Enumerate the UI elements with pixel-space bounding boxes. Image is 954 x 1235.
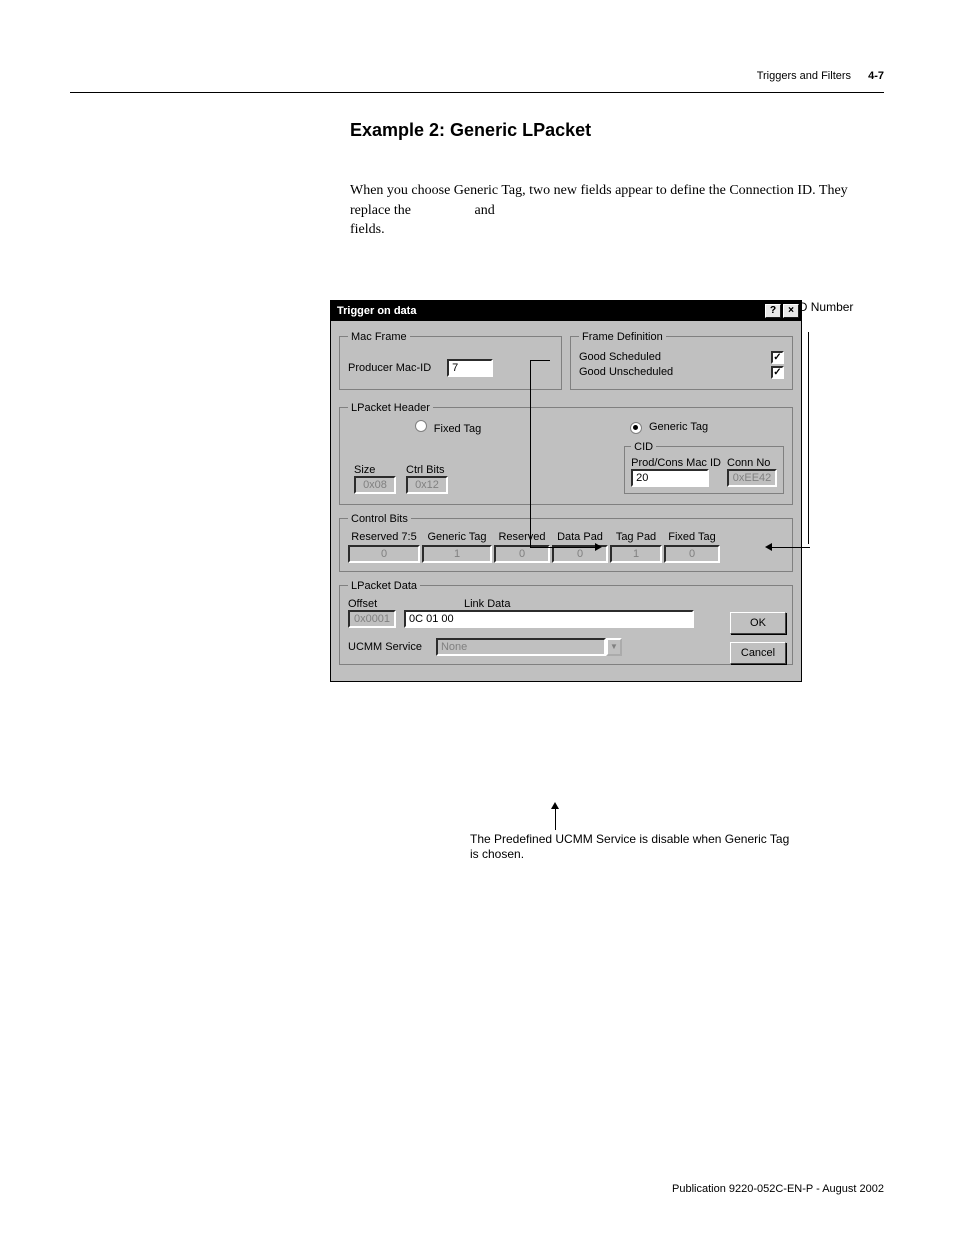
good-scheduled-checkbox[interactable]: ✓: [771, 351, 784, 364]
fixed-tag-radio[interactable]: [415, 420, 427, 432]
offset-label: Offset: [348, 598, 396, 610]
good-unscheduled-checkbox[interactable]: ✓: [771, 366, 784, 379]
generic-tag-radio[interactable]: [630, 422, 642, 434]
ucmm-service-select: None: [436, 638, 606, 656]
body-paragraph: When you choose Generic Tag, two new fie…: [350, 181, 884, 240]
good-unscheduled-label: Good Unscheduled: [579, 366, 673, 378]
dialog-title: Trigger on data: [337, 305, 763, 317]
control-bits-group: Control Bits Reserved 7:5 Generic Tag Re…: [339, 513, 793, 572]
cb-col-4: Tag Pad: [610, 531, 662, 543]
annotation-bottom: The Predefined UCMM Service is disable w…: [470, 832, 790, 863]
link-data-label: Link Data: [464, 598, 694, 610]
ok-button[interactable]: OK: [730, 612, 786, 634]
producer-mac-id-input[interactable]: 7: [447, 359, 493, 377]
cb-col-2: Reserved: [494, 531, 550, 543]
prodcons-mac-id-label: Prod/Cons Mac ID: [631, 457, 721, 469]
cb-val-4: 1: [610, 545, 662, 563]
producer-mac-id-label: Producer Mac-ID: [348, 362, 431, 374]
ctrl-bits-field: 0x12: [406, 476, 448, 494]
size-label: Size: [354, 464, 396, 476]
cb-col-1: Generic Tag: [422, 531, 492, 543]
cancel-button[interactable]: Cancel: [730, 642, 786, 664]
link-data-input[interactable]: 0C 01 00: [404, 610, 694, 628]
frame-definition-group: Frame Definition Good Scheduled ✓ Good U…: [570, 331, 793, 390]
cb-val-0: 0: [348, 545, 420, 563]
ucmm-service-label: UCMM Service: [348, 641, 422, 653]
header-rule: [70, 92, 884, 93]
close-button[interactable]: ×: [783, 304, 799, 318]
size-field: 0x08: [354, 476, 396, 494]
page-header: Triggers and Filters 4-7: [757, 70, 884, 82]
conn-no-field: 0xEE42: [727, 469, 777, 487]
section-name: Triggers and Filters: [757, 70, 851, 82]
ctrl-bits-label: Ctrl Bits: [406, 464, 448, 476]
page-number: 4-7: [868, 70, 884, 82]
lpacket-header-group: LPacket Header Fixed Tag Generic Tag: [339, 402, 793, 505]
good-scheduled-label: Good Scheduled: [579, 351, 661, 363]
chevron-down-icon: ▼: [606, 638, 622, 656]
offset-field: 0x0001: [348, 610, 396, 628]
cb-col-5: Fixed Tag: [664, 531, 720, 543]
cb-val-1: 1: [422, 545, 492, 563]
help-button[interactable]: ?: [765, 304, 781, 318]
annotated-dialog: Define the Producer/Consumer MAC ID you …: [330, 300, 890, 682]
cb-val-5: 0: [664, 545, 720, 563]
trigger-on-data-dialog: Trigger on data ? × Mac Frame Producer M…: [330, 300, 802, 682]
cb-col-0: Reserved 7:5: [348, 531, 420, 543]
cb-col-3: Data Pad: [552, 531, 608, 543]
publication-footer: Publication 9220-052C-EN-P - August 2002: [672, 1183, 884, 1195]
section-heading: Example 2: Generic LPacket: [350, 120, 884, 141]
dialog-titlebar: Trigger on data ? ×: [331, 301, 801, 321]
generic-tag-label: Generic Tag: [649, 421, 708, 433]
mac-frame-group: Mac Frame Producer Mac-ID 7: [339, 331, 562, 390]
lpacket-data-group: LPacket Data Offset 0x0001 Link Data 0C …: [339, 580, 793, 665]
prodcons-mac-id-input[interactable]: 20: [631, 469, 709, 487]
fixed-tag-label: Fixed Tag: [434, 423, 482, 435]
conn-no-label: Conn No: [727, 457, 777, 469]
cid-group: CID Prod/Cons Mac ID 20 Conn No 0xEE42: [624, 441, 784, 494]
